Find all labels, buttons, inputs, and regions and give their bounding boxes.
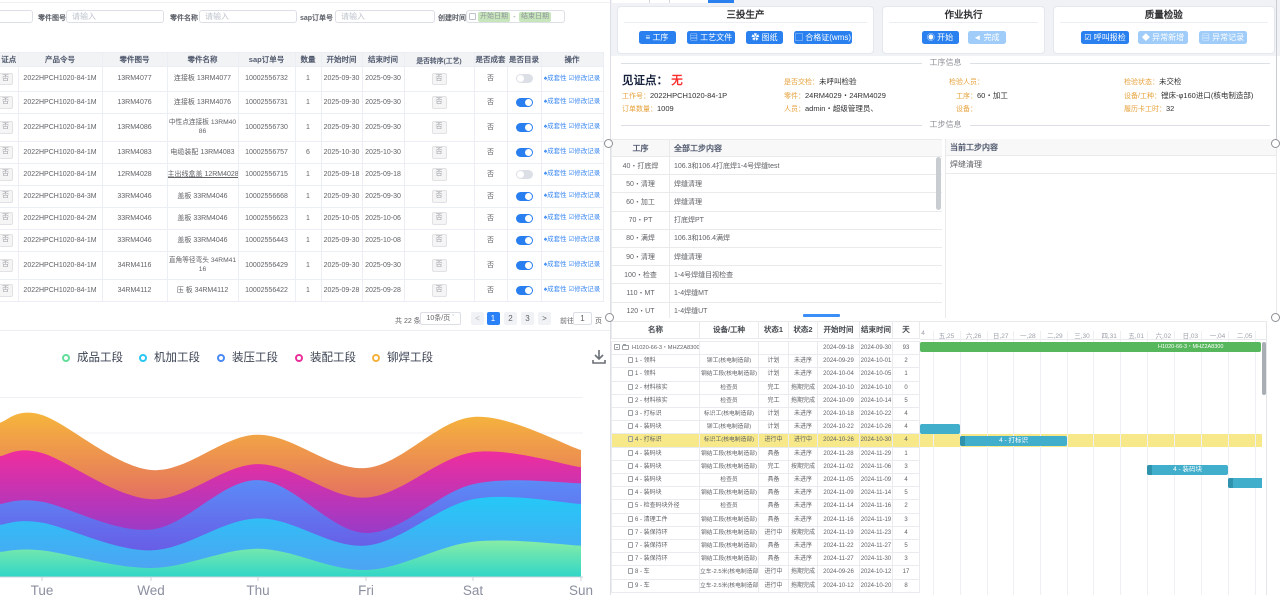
svg-text:Sun: Sun — [569, 583, 593, 595]
svg-text:Fri: Fri — [358, 583, 374, 595]
svg-text:Thu: Thu — [246, 583, 269, 595]
svg-text:Tue: Tue — [31, 583, 54, 595]
svg-text:Wed: Wed — [137, 583, 165, 595]
svg-text:Sat: Sat — [463, 583, 484, 595]
